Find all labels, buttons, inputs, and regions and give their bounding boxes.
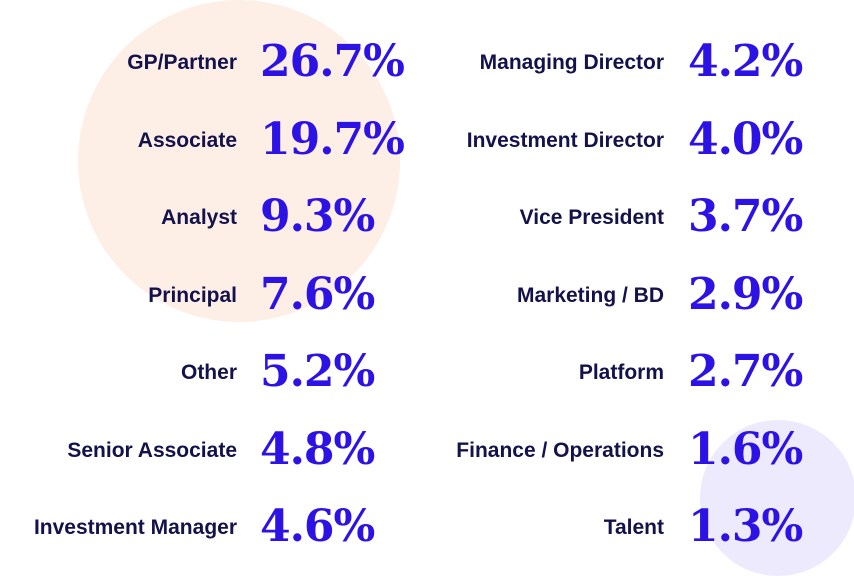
stat-row: Finance / Operations 1.6% <box>420 416 854 494</box>
stat-label: Investment Director <box>466 128 664 152</box>
stat-value: 9.3% <box>260 191 375 242</box>
stat-row: Talent 1.3% <box>420 493 854 571</box>
stat-value: 4.0% <box>688 113 803 165</box>
stat-row: Senior Associate 4.8% <box>0 416 420 494</box>
stat-label: Managing Director <box>479 51 664 74</box>
stat-value: 26.7% <box>260 36 405 87</box>
stat-label: Platform <box>578 361 664 384</box>
stat-label: Talent <box>603 516 664 539</box>
stat-value: 4.6% <box>260 501 375 552</box>
stat-value: 4.8% <box>260 423 375 475</box>
stat-row: Platform 2.7% <box>420 338 854 416</box>
stat-value: 2.7% <box>688 346 803 397</box>
stat-value: 4.2% <box>688 36 803 87</box>
stat-label: GP/Partner <box>127 51 237 74</box>
stat-label: Investment Manager <box>33 516 237 539</box>
stat-value: 1.6% <box>688 423 803 475</box>
right-column: Managing Director 4.2% Investment Director… <box>420 28 854 571</box>
stat-row: Managing Director 4.2% <box>420 28 854 106</box>
stat-label: Associate <box>137 128 237 152</box>
stat-label: Analyst <box>161 206 237 229</box>
stat-label: Other <box>180 361 237 384</box>
stat-label: Vice President <box>519 206 664 229</box>
stat-row: Vice President 3.7% <box>420 183 854 261</box>
stat-row: GP/Partner 26.7% <box>0 28 420 106</box>
stat-value: 1.3% <box>688 501 803 552</box>
stat-value: 2.9% <box>688 268 803 320</box>
decorative-peach-circle <box>78 0 400 322</box>
stat-row: Investment Manager 4.6% <box>0 493 420 571</box>
stat-label: Principal <box>148 283 237 307</box>
stat-row: Associate 19.7% <box>0 106 420 184</box>
left-column: GP/Partner 26.7% Associate 19.7% Analyst 9.3%… <box>0 28 420 571</box>
stat-label: Finance / Operations <box>456 438 664 462</box>
stat-value: 3.7% <box>688 191 803 242</box>
stat-value: 7.6% <box>260 268 375 320</box>
stat-label: Marketing / BD <box>516 283 664 307</box>
stat-value: 19.7% <box>260 113 405 165</box>
stat-row: Marketing / BD 2.9% <box>420 261 854 339</box>
stat-value: 5.2% <box>260 346 375 397</box>
stat-label: Senior Associate <box>67 438 237 462</box>
stat-row: Analyst 9.3% <box>0 183 420 261</box>
stat-row: Investment Director 4.0% <box>420 106 854 184</box>
stat-row: Principal 7.6% <box>0 261 420 339</box>
decorative-lavender-circle <box>700 420 854 576</box>
stat-row: Other 5.2% <box>0 338 420 416</box>
